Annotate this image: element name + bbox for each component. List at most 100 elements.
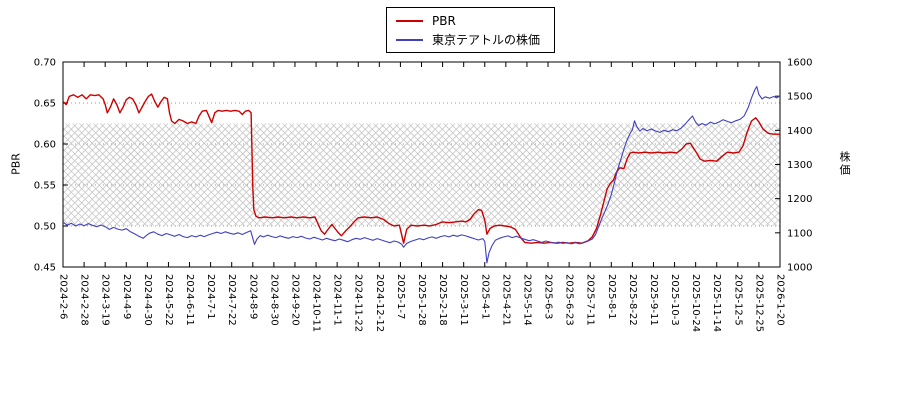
band-hatch	[737, 183, 781, 227]
band-hatch	[128, 123, 232, 227]
band-hatch	[667, 123, 771, 227]
x-tick-label: 2024-9-20	[289, 274, 300, 326]
band-hatch	[366, 123, 470, 227]
band-hatch	[548, 123, 652, 227]
band-hatch	[247, 123, 351, 227]
band-hatch	[408, 123, 512, 227]
series-stock-price	[62, 86, 781, 264]
band-hatch	[422, 123, 526, 227]
band-hatch	[737, 123, 781, 167]
x-tick-label: 2025-4-21	[500, 274, 511, 326]
band-hatch	[772, 218, 781, 227]
x-tick-label: 2025-10-24	[690, 274, 701, 332]
x-tick-label: 2024-2-28	[79, 274, 90, 326]
band-hatch	[254, 123, 358, 227]
band-hatch	[163, 123, 267, 227]
band-hatch	[191, 123, 295, 227]
x-tick-label: 2024-5-22	[163, 274, 174, 326]
band-hatch	[646, 123, 750, 227]
band-hatch	[688, 134, 781, 227]
left-tick-label: 0.65	[34, 99, 56, 110]
band-hatch	[604, 123, 708, 227]
x-tick-label: 2025-7-11	[585, 274, 596, 326]
left-axis-title: PBR	[9, 153, 23, 175]
legend: PBR 東京テアトルの株価	[386, 7, 556, 53]
band-hatch	[275, 123, 379, 227]
band-hatch	[62, 123, 148, 208]
band-hatch	[695, 123, 781, 209]
band-hatch	[289, 123, 393, 227]
band-hatch	[121, 123, 225, 227]
band-hatch	[338, 123, 442, 227]
band-hatch	[569, 123, 673, 227]
left-tick-label: 0.55	[34, 181, 56, 192]
x-tick-label: 2024-2-6	[58, 274, 69, 319]
series-pbr	[62, 93, 780, 244]
right-tick-label: 1300	[787, 160, 812, 171]
band-hatch	[618, 123, 722, 227]
band-hatch	[751, 123, 781, 153]
band-hatch	[373, 123, 477, 227]
x-tick-label: 2025-9-11	[648, 274, 659, 326]
band-hatch	[688, 123, 781, 216]
band-hatch	[345, 123, 449, 227]
band-hatch	[79, 123, 183, 227]
band-hatch	[62, 123, 106, 166]
band-hatch	[471, 123, 575, 227]
band-hatch	[429, 123, 533, 227]
band-hatch	[660, 123, 764, 227]
band-hatch	[485, 123, 589, 227]
band-hatch	[534, 123, 638, 227]
x-tick-label: 2025-11-14	[711, 274, 722, 332]
band-hatch	[758, 204, 781, 227]
right-tick-label: 1200	[787, 194, 812, 205]
band-hatch	[436, 123, 540, 227]
band-hatch	[177, 123, 281, 227]
band-hatch	[723, 169, 781, 227]
band-hatch	[296, 123, 400, 227]
x-tick-label: 2024-4-9	[121, 274, 132, 319]
band-hatch	[359, 123, 463, 227]
x-tick-label: 2024-8-30	[268, 274, 279, 326]
stock-line-swatch	[396, 38, 423, 41]
band-hatch	[716, 162, 781, 227]
band-hatch	[62, 204, 85, 227]
band-hatch	[681, 127, 781, 227]
band-hatch	[772, 123, 781, 132]
legend-item-stock-price: 東京テアトルの株価	[396, 30, 540, 49]
band-hatch	[65, 123, 169, 227]
band-hatch	[62, 123, 71, 131]
x-tick-label: 2025-12-25	[753, 274, 764, 332]
band-hatch	[156, 123, 260, 227]
band-hatch	[751, 197, 781, 227]
band-hatch	[114, 123, 218, 227]
x-tick-label: 2025-4-1	[479, 274, 490, 319]
band-hatch	[492, 123, 596, 227]
x-tick-label: 2024-7-22	[226, 274, 237, 326]
band-hatch	[149, 123, 253, 227]
band-hatch	[62, 127, 162, 227]
x-tick-label: 2025-3-11	[458, 274, 469, 326]
band-hatch	[62, 134, 155, 227]
band-hatch	[611, 123, 715, 227]
band-hatch	[499, 123, 603, 227]
band-hatch	[62, 123, 141, 201]
band-hatch	[709, 155, 781, 227]
band-hatch	[576, 123, 680, 227]
band-hatch	[62, 123, 162, 222]
band-hatch	[639, 123, 743, 227]
band-hatch	[282, 123, 386, 227]
band-hatch	[674, 123, 778, 227]
band-hatch	[226, 123, 330, 227]
band-hatch	[730, 176, 781, 227]
band-hatch	[184, 123, 288, 227]
band-hatch	[702, 123, 781, 202]
band-hatch	[170, 123, 274, 227]
band-hatch	[583, 123, 687, 227]
band-hatch	[62, 162, 127, 227]
legend-item-pbr: PBR	[396, 11, 540, 30]
band-hatch	[62, 123, 120, 180]
band-hatch	[212, 123, 316, 227]
x-tick-label: 2025-8-22	[627, 274, 638, 326]
band-hatch	[653, 123, 757, 227]
